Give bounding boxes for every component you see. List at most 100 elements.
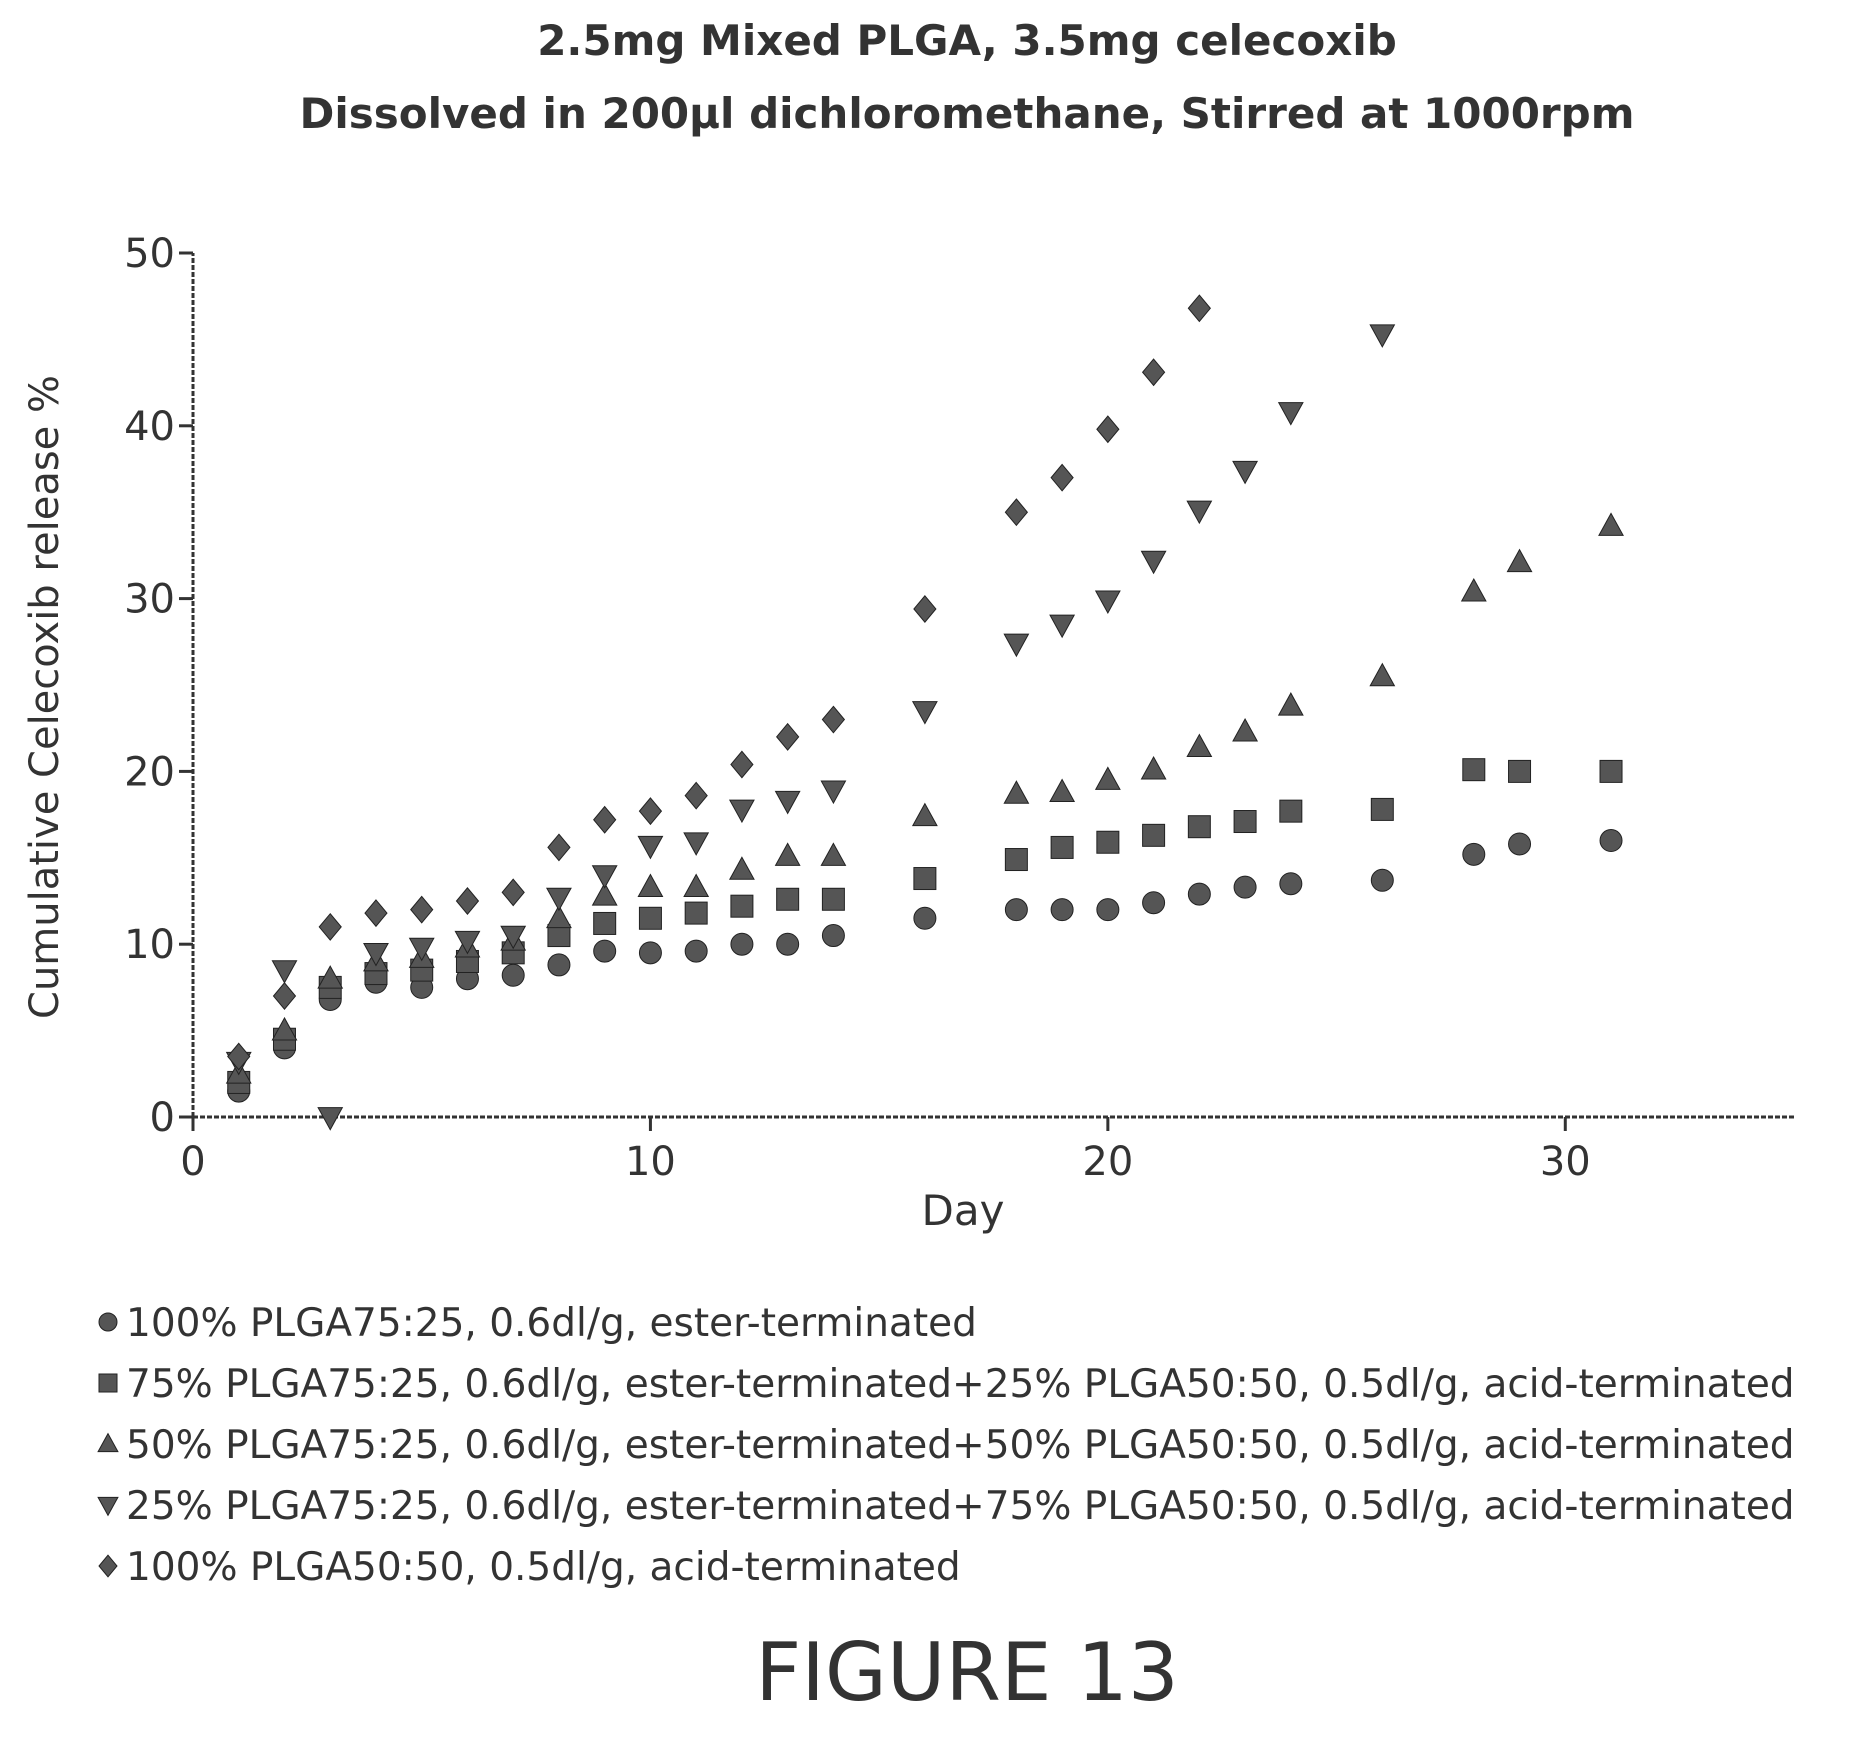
data-point	[271, 960, 298, 984]
data-point	[1508, 759, 1532, 783]
data-point	[1460, 578, 1487, 602]
data-point	[1232, 717, 1259, 742]
data-point	[364, 899, 388, 928]
data-point	[318, 912, 342, 941]
data-point	[1187, 882, 1211, 906]
data-point	[547, 833, 571, 862]
data-point	[730, 750, 754, 779]
data-point	[638, 906, 662, 930]
data-point	[774, 790, 801, 815]
data-point	[593, 911, 617, 935]
y-tick-label: 10	[124, 922, 175, 968]
data-point	[1096, 898, 1120, 922]
data-point	[1232, 460, 1259, 485]
y-tick-label: 0	[150, 1095, 175, 1141]
x-tick-label: 0	[180, 1139, 205, 1185]
data-point	[637, 873, 664, 898]
chart-subtitle: Dissolved in 200µl dichloromethane, Stir…	[300, 89, 1635, 138]
data-point	[500, 925, 527, 950]
data-point	[272, 982, 297, 1011]
data-point	[1370, 868, 1394, 892]
data-point	[1369, 324, 1396, 348]
y-tick-label: 30	[124, 577, 175, 623]
data-point	[728, 799, 755, 824]
y-tick-label: 20	[124, 749, 175, 795]
series-2	[227, 758, 1623, 1094]
data-point	[638, 941, 662, 965]
legend-item: 75% PLGA75:25, 0.6dl/g, ester-terminated…	[98, 1362, 1795, 1407]
data-point	[821, 705, 846, 734]
data-point	[776, 722, 800, 751]
data-point	[1094, 590, 1121, 615]
x-tick-label: 20	[1082, 1139, 1133, 1185]
data-point	[1506, 548, 1533, 573]
data-point	[408, 937, 435, 962]
data-point	[271, 1016, 298, 1041]
data-point	[591, 865, 618, 889]
data-point	[410, 895, 434, 924]
legend-label: 75% PLGA75:25, 0.6dl/g, ester-terminated…	[126, 1362, 1795, 1407]
data-point	[317, 1107, 344, 1131]
data-point	[684, 939, 708, 963]
data-point	[1096, 830, 1120, 854]
data-point	[1279, 872, 1303, 896]
x-tick-label: 10	[625, 1139, 676, 1185]
data-point	[501, 878, 525, 907]
data-point	[821, 887, 845, 911]
data-point	[1462, 842, 1486, 866]
data-point	[913, 594, 937, 623]
data-point	[774, 842, 801, 866]
data-point	[730, 894, 754, 918]
data-point	[730, 932, 754, 956]
data-point	[454, 930, 481, 955]
legend-marker	[98, 1312, 118, 1332]
data-point	[1599, 829, 1623, 853]
x-tick-label: 30	[1540, 1139, 1591, 1185]
series-5	[227, 294, 1211, 1071]
data-point	[1233, 810, 1257, 834]
data-point	[911, 802, 938, 827]
data-point	[728, 856, 755, 880]
data-point	[1049, 778, 1076, 802]
data-point	[913, 867, 937, 891]
legend-label: 25% PLGA75:25, 0.6dl/g, ester-terminated…	[126, 1484, 1795, 1529]
data-point	[1050, 835, 1074, 859]
data-point	[1187, 815, 1211, 839]
data-point	[1187, 294, 1211, 323]
data-point	[1186, 733, 1213, 758]
data-point	[911, 701, 938, 725]
data-point	[776, 932, 800, 956]
data-point	[227, 1042, 251, 1071]
legend-marker	[98, 1373, 118, 1393]
data-point	[683, 873, 710, 898]
data-point	[1370, 797, 1394, 821]
data-point	[820, 842, 847, 866]
legend-item: 100% PLGA50:50, 0.5dl/g, acid-terminated	[98, 1545, 961, 1590]
data-point	[1141, 358, 1166, 387]
data-point	[913, 906, 937, 930]
data-point	[545, 887, 572, 912]
data-point	[1599, 759, 1623, 783]
data-point	[1004, 498, 1029, 527]
data-point	[545, 904, 572, 929]
data-point	[1004, 898, 1028, 922]
legend-item: 100% PLGA75:25, 0.6dl/g, ester-terminate…	[98, 1301, 977, 1346]
data-point	[363, 942, 389, 967]
data-point	[1140, 755, 1167, 780]
data-point	[1277, 402, 1304, 426]
legend-label: 100% PLGA50:50, 0.5dl/g, acid-terminated	[126, 1545, 961, 1590]
x-axis-label: Day	[922, 1186, 1005, 1235]
data-point	[1369, 662, 1396, 687]
data-point	[1094, 766, 1121, 790]
data-point	[820, 780, 847, 805]
legend-marker	[97, 1496, 119, 1517]
data-point	[1186, 500, 1213, 525]
figure-label: FIGURE 13	[755, 1626, 1179, 1719]
legend-marker	[97, 1432, 119, 1453]
data-point	[1004, 848, 1028, 872]
data-point	[1462, 758, 1486, 782]
data-point	[501, 963, 525, 987]
data-point	[593, 939, 617, 963]
plot-area: 0 10 20 30 0 10 20 30 40 50	[124, 231, 1794, 1185]
data-point	[683, 832, 710, 856]
